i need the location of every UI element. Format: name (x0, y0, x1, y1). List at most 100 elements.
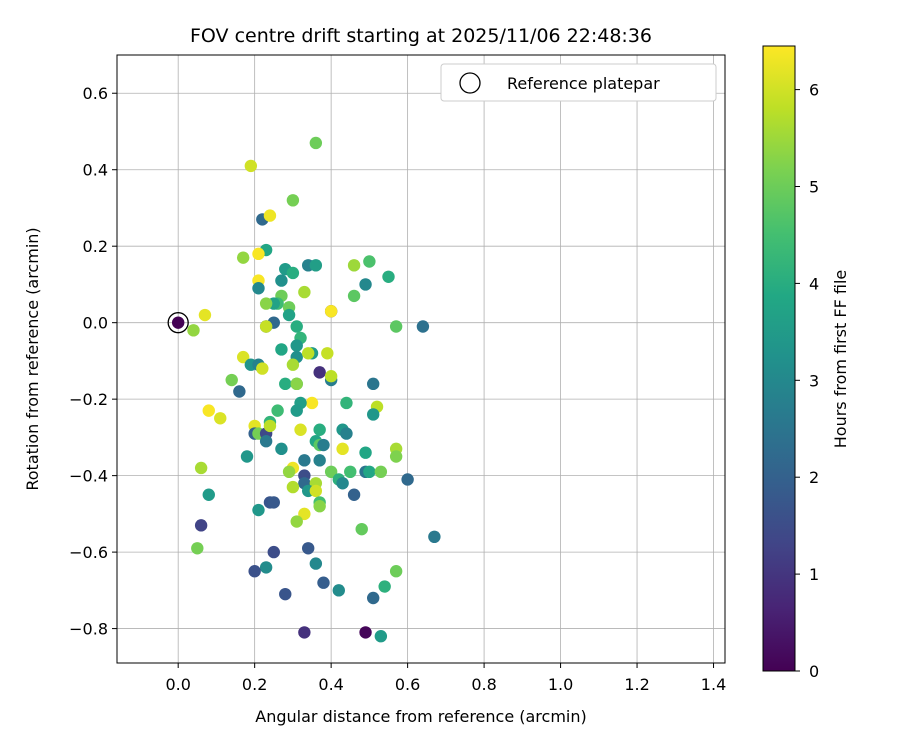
data-point (267, 545, 280, 559)
grid-lines (117, 55, 725, 663)
data-point (252, 503, 265, 517)
data-point (305, 396, 319, 410)
x-tick-label: 1.2 (624, 675, 649, 694)
data-point (275, 442, 288, 456)
data-point (367, 377, 380, 391)
plot-frame (116, 54, 726, 664)
data-point (248, 565, 261, 578)
data-point (363, 465, 376, 479)
data-point (275, 343, 288, 356)
reference-point (171, 316, 185, 329)
data-point (194, 461, 208, 475)
x-tick-label: 0.4 (318, 675, 343, 694)
data-point (347, 488, 361, 501)
data-point (313, 454, 326, 467)
data-point (301, 542, 315, 555)
y-tick-label: 0.0 (83, 314, 108, 333)
data-point (267, 496, 280, 509)
data-point (252, 282, 265, 295)
data-point (263, 419, 277, 433)
data-point (355, 522, 368, 536)
y-tick-label: −0.6 (69, 543, 108, 562)
data-point (225, 373, 238, 387)
data-point (259, 561, 273, 574)
data-point (359, 446, 372, 459)
legend: Reference platepar (440, 63, 717, 102)
data-point (279, 587, 292, 601)
y-tick-label: 0.6 (83, 84, 108, 103)
data-point (336, 442, 349, 456)
data-point (389, 450, 403, 463)
data-point (198, 308, 212, 322)
data-point (282, 465, 296, 479)
colorbar-gradient (762, 45, 796, 672)
data-point (290, 404, 303, 417)
data-point (321, 347, 334, 360)
data-point (294, 423, 307, 436)
x-tick-label: 0.2 (242, 675, 267, 694)
data-point (428, 530, 441, 544)
data-point (313, 500, 326, 513)
colorbar-label: Hours from first FF file (831, 270, 850, 449)
data-point (389, 320, 403, 333)
data-point (271, 404, 284, 417)
y-axis-label: Rotation from reference (arcmin) (23, 227, 42, 490)
x-axis-ticks: 0.0 0.2 0.4 0.6 0.8 1.0 1.2 1.4 (165, 663, 726, 694)
data-point (202, 488, 215, 501)
data-point (347, 289, 361, 303)
y-tick-label: 0.2 (83, 237, 108, 256)
data-point (290, 377, 303, 391)
data-point (374, 465, 388, 479)
data-point (336, 477, 349, 490)
data-point (309, 484, 323, 498)
data-point (275, 274, 288, 287)
data-points (167, 136, 441, 643)
data-point (233, 385, 246, 398)
x-tick-label: 0.0 (165, 675, 190, 694)
data-point (332, 584, 345, 597)
data-point (286, 358, 300, 371)
y-tick-label: −0.4 (69, 467, 108, 486)
data-point (317, 438, 330, 452)
data-point (187, 324, 200, 337)
data-point (389, 565, 403, 578)
legend-label: Reference platepar (507, 74, 660, 93)
data-point (340, 396, 353, 410)
data-point (290, 515, 303, 528)
data-point (324, 305, 338, 318)
data-point (324, 370, 338, 383)
data-point (298, 454, 311, 467)
reference-ring (167, 312, 189, 334)
data-point (286, 194, 300, 207)
data-point (244, 159, 258, 173)
data-point (256, 362, 269, 375)
data-point (344, 465, 357, 479)
y-axis-ticks: −0.8 −0.6 −0.4 −0.2 0.0 0.2 0.4 0.6 (69, 84, 117, 639)
colorbar-tick-label: 0 (809, 662, 819, 681)
data-point (340, 427, 353, 440)
data-point (313, 366, 326, 379)
colorbar-tick-label: 2 (809, 468, 819, 487)
data-point (309, 259, 323, 272)
data-point (298, 626, 311, 639)
data-point (194, 519, 208, 532)
data-point (382, 270, 395, 283)
data-point (236, 251, 250, 264)
data-point (359, 278, 372, 291)
y-tick-label: −0.2 (69, 390, 108, 409)
data-point (214, 412, 227, 425)
x-axis-label: Angular distance from reference (arcmin) (255, 707, 586, 726)
data-point (286, 480, 300, 494)
colorbar: 0 1 2 3 4 5 6 Hours from first FF file (762, 45, 850, 681)
colorbar-tick-label: 3 (809, 371, 819, 390)
data-point (317, 576, 330, 589)
legend-box (440, 63, 717, 102)
data-point (367, 408, 380, 421)
data-point (367, 591, 380, 605)
x-tick-label: 0.6 (395, 675, 420, 694)
data-point (279, 377, 292, 391)
data-point (240, 450, 254, 463)
colorbar-tick-label: 1 (809, 565, 819, 584)
data-point (252, 247, 265, 261)
